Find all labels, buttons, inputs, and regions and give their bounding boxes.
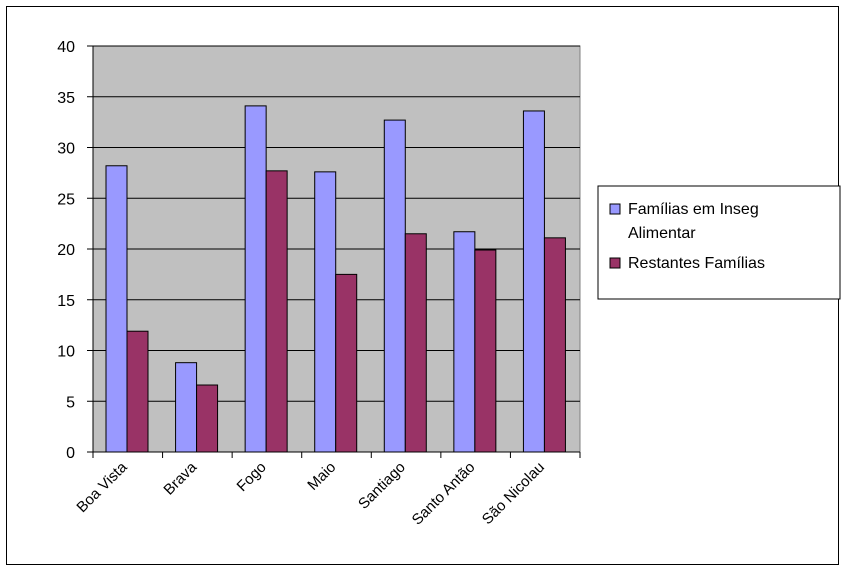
x-tick-label: Maio — [304, 459, 339, 494]
bar-2-5 — [404, 233, 427, 453]
legend-label-1b: Alimentar — [628, 225, 696, 242]
bar-2-3 — [265, 170, 288, 453]
legend-swatch-1 — [609, 203, 621, 215]
bar-2-4 — [335, 273, 358, 453]
bar-1-6 — [453, 231, 476, 453]
y-tick-label: 25 — [57, 191, 75, 208]
legend-label-1a: Famílias em Inseg — [628, 201, 759, 218]
x-tick-label: São Nicolau — [479, 459, 548, 528]
bar-2-7 — [543, 237, 566, 453]
x-tick-label: Brava — [160, 458, 200, 498]
bar-1-7 — [522, 110, 545, 453]
y-tick-label: 10 — [57, 344, 75, 361]
bar-1-3 — [244, 105, 267, 453]
legend: Famílias em Inseg Alimentar Restantes Fa… — [597, 185, 841, 300]
y-tick-label: 0 — [66, 445, 75, 462]
legend-label-2: Restantes Famílias — [628, 255, 765, 272]
bar-2-1 — [126, 330, 149, 453]
bar-1-2 — [175, 362, 198, 453]
y-tick-label: 35 — [57, 90, 75, 107]
y-tick-label: 5 — [66, 394, 75, 411]
bar-1-4 — [314, 171, 337, 453]
x-tick-label: Santiago — [355, 459, 409, 513]
y-tick-label: 40 — [57, 39, 75, 56]
y-tick-label: 30 — [57, 141, 75, 158]
x-tick-label: Boa Vista — [73, 458, 131, 516]
bar-2-6 — [474, 249, 497, 453]
bar-1-5 — [383, 119, 406, 453]
x-tick-label: Fogo — [234, 459, 270, 495]
bar-1-1 — [105, 165, 128, 453]
x-tick-label: Santo Antão — [409, 459, 479, 529]
y-tick-label: 20 — [57, 242, 75, 259]
bar-2-2 — [196, 384, 219, 453]
y-tick-label: 15 — [57, 293, 75, 310]
legend-swatch-2 — [609, 257, 621, 269]
